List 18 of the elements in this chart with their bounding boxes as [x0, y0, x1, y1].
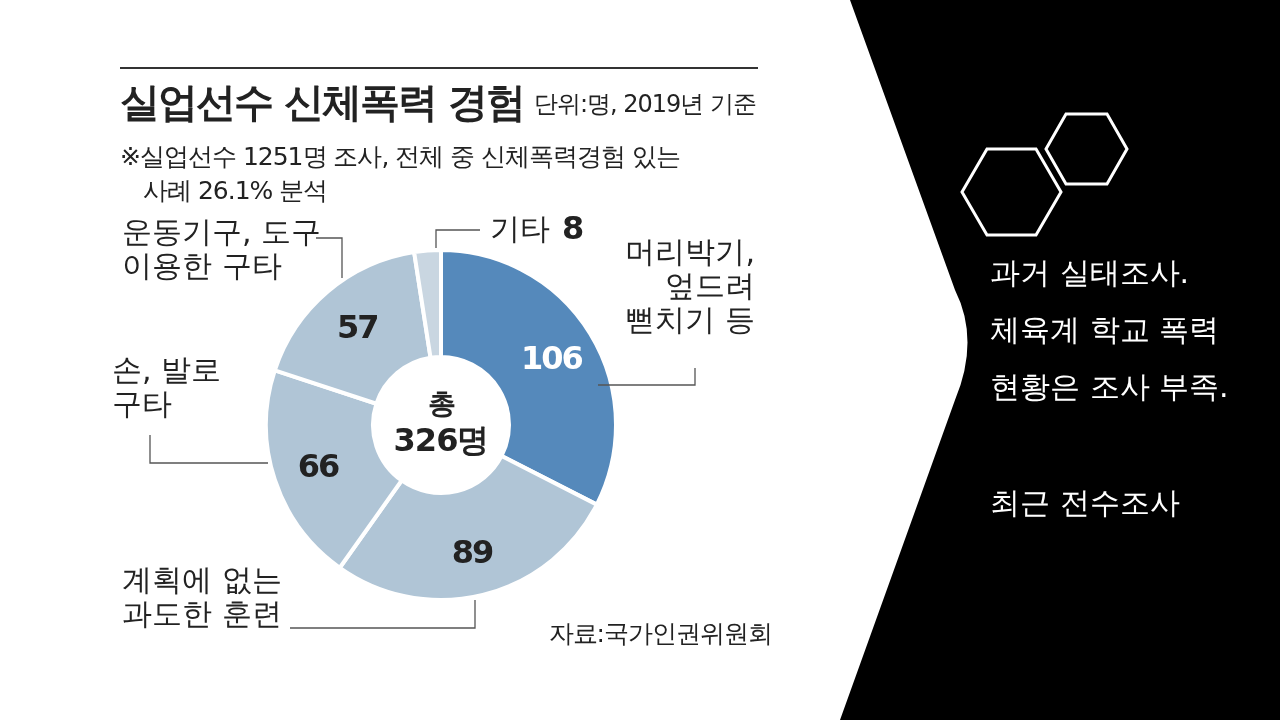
slice-label: 머리박기, 엎드려 뻗치기 등: [625, 234, 755, 337]
data-label: 8: [562, 209, 585, 247]
text: 체육계 학교 폭력 현황은 조사 부족.: [990, 312, 1229, 404]
data-label: 106: [521, 339, 583, 378]
text: 최근 전수조사: [990, 485, 1180, 520]
slice-label: 기타: [490, 211, 550, 246]
data-label: 66: [297, 447, 339, 486]
text: 총 326명: [393, 387, 489, 459]
chart-title: 실업선수 신체폭력 경험: [120, 79, 524, 125]
text: 자료:국가인권위원회: [548, 619, 772, 648]
data-label: 57: [336, 308, 378, 347]
slice-label: 손, 발로 구타: [112, 352, 222, 421]
chart-subtitle: 단위:명, 2019년 기준: [533, 90, 756, 118]
slice-label: 계획에 없는 과도한 훈련: [122, 562, 282, 631]
data-label: 89: [451, 532, 493, 571]
slice-label: 운동기구, 도구 이용한 구타: [122, 214, 322, 283]
text: 과거 실태조사.: [990, 255, 1190, 290]
text: ※실업선수 1251명 조사, 전체 중 신체폭력경험 있는 사례 26.1% 분석: [120, 142, 681, 205]
